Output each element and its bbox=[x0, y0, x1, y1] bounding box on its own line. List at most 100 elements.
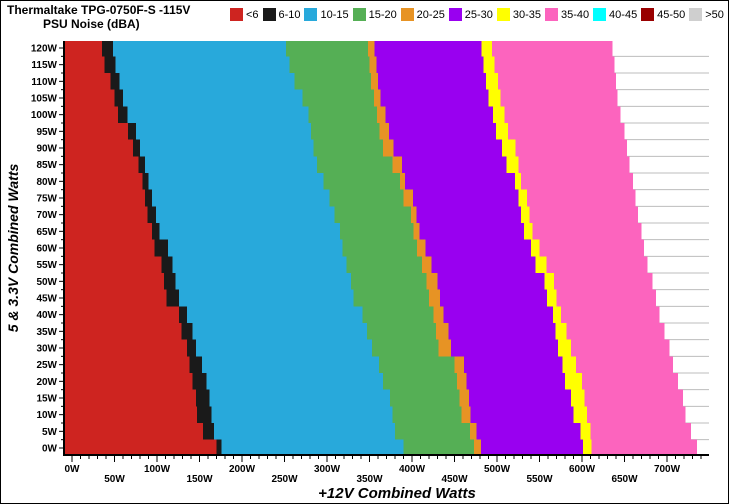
noise-band bbox=[502, 139, 516, 157]
noise-band bbox=[587, 406, 686, 423]
y-tick-label: 35W bbox=[36, 327, 57, 338]
noise-band bbox=[308, 106, 378, 123]
legend-label: 40-45 bbox=[609, 8, 638, 21]
legend-swatch bbox=[544, 8, 558, 21]
noise-band bbox=[553, 306, 561, 323]
legend-label: 45-50 bbox=[657, 8, 686, 21]
legend-label: 10-15 bbox=[320, 8, 349, 21]
noise-band bbox=[181, 323, 193, 340]
x-tick-label: 100W bbox=[144, 464, 171, 475]
x-tick-label: 600W bbox=[569, 464, 596, 475]
noise-band bbox=[392, 406, 462, 423]
y-axis-title: 5 & 3.3V Combined Watts bbox=[5, 164, 21, 333]
noise-band bbox=[481, 41, 492, 57]
noise-band bbox=[383, 139, 394, 157]
noise-band bbox=[65, 56, 105, 73]
noise-band bbox=[196, 389, 210, 407]
noise-band bbox=[379, 123, 390, 140]
noise-band bbox=[114, 89, 123, 107]
noise-band bbox=[362, 306, 434, 323]
noise-band bbox=[463, 356, 563, 373]
noise-band bbox=[582, 373, 679, 390]
noise-band bbox=[350, 273, 427, 290]
noise-band bbox=[65, 256, 162, 273]
noise-band bbox=[500, 89, 618, 107]
noise-band bbox=[570, 389, 585, 407]
noise-band bbox=[451, 339, 559, 357]
noise-band bbox=[65, 156, 139, 173]
noise-band bbox=[65, 289, 167, 307]
noise-band bbox=[544, 273, 554, 290]
noise-band bbox=[393, 139, 503, 157]
noise-band bbox=[65, 139, 134, 157]
noise-band bbox=[65, 206, 148, 223]
noise-band bbox=[461, 406, 471, 423]
noise-band bbox=[145, 156, 317, 173]
noise-band bbox=[508, 123, 625, 140]
noise-band bbox=[65, 123, 129, 140]
legend-item: 30-35 bbox=[496, 8, 541, 21]
chart-title-line2: PSU Noise (dBA) bbox=[43, 17, 140, 31]
noise-band bbox=[400, 173, 406, 190]
legend-item: 35-40 bbox=[544, 8, 589, 21]
noise-band bbox=[466, 373, 565, 390]
legend-swatch bbox=[689, 8, 703, 21]
noise-band bbox=[438, 339, 452, 357]
noise-band bbox=[202, 356, 379, 373]
noise-band bbox=[179, 306, 187, 323]
noise-band bbox=[138, 156, 146, 173]
x-tick-label: 700W bbox=[654, 464, 681, 475]
noise-band bbox=[468, 389, 571, 407]
noise-band bbox=[186, 306, 363, 323]
y-tick-label: 115W bbox=[31, 60, 57, 71]
noise-band bbox=[555, 323, 567, 340]
noise-band bbox=[142, 173, 149, 190]
noise-band bbox=[123, 89, 303, 107]
y-tick-label: 40W bbox=[36, 310, 57, 321]
noise-band bbox=[119, 73, 295, 90]
noise-band bbox=[65, 273, 164, 290]
noise-band bbox=[65, 439, 217, 454]
noise-band bbox=[65, 173, 143, 190]
x-tick-label: 350W bbox=[356, 474, 383, 485]
noise-band bbox=[518, 189, 527, 207]
noise-band bbox=[539, 239, 645, 257]
noise-band bbox=[65, 356, 190, 373]
noise-band bbox=[159, 223, 340, 240]
noise-band bbox=[580, 423, 591, 440]
noise-band bbox=[329, 189, 404, 207]
noise-band bbox=[392, 156, 402, 173]
noise-band bbox=[366, 323, 436, 340]
noise-band bbox=[294, 73, 372, 90]
y-tick-label: 90W bbox=[36, 144, 57, 155]
noise-band bbox=[374, 41, 482, 57]
noise-band bbox=[425, 239, 531, 257]
noise-band bbox=[101, 41, 113, 57]
noise-band bbox=[526, 189, 636, 207]
legend: <6 6-10 10-15 15-20 20-25 25-30 30-35 35-40 40-4… bbox=[230, 8, 724, 21]
noise-band bbox=[520, 173, 633, 190]
legend-swatch bbox=[448, 8, 462, 21]
noise-band bbox=[112, 41, 287, 57]
noise-band bbox=[302, 89, 374, 107]
noise-band bbox=[334, 206, 412, 223]
noise-band bbox=[459, 389, 469, 407]
noise-band bbox=[161, 256, 173, 273]
noise-band bbox=[65, 339, 187, 357]
noise-band bbox=[367, 41, 375, 57]
noise-band bbox=[547, 289, 557, 307]
noise-band bbox=[192, 373, 207, 390]
y-tick-label: 25W bbox=[36, 360, 57, 371]
noise-band bbox=[520, 206, 530, 223]
noise-band bbox=[209, 389, 390, 407]
noise-band bbox=[104, 56, 116, 73]
noise-band bbox=[378, 356, 455, 373]
y-tick-label: 80W bbox=[36, 177, 57, 188]
noise-band bbox=[491, 41, 613, 57]
noise-band bbox=[389, 389, 460, 407]
chart-title: Thermaltake TPG-0750F-S -115V PSU Noise … bbox=[7, 3, 190, 31]
noise-band bbox=[483, 56, 495, 73]
legend-item: 15-20 bbox=[352, 8, 397, 21]
noise-band bbox=[211, 406, 393, 423]
